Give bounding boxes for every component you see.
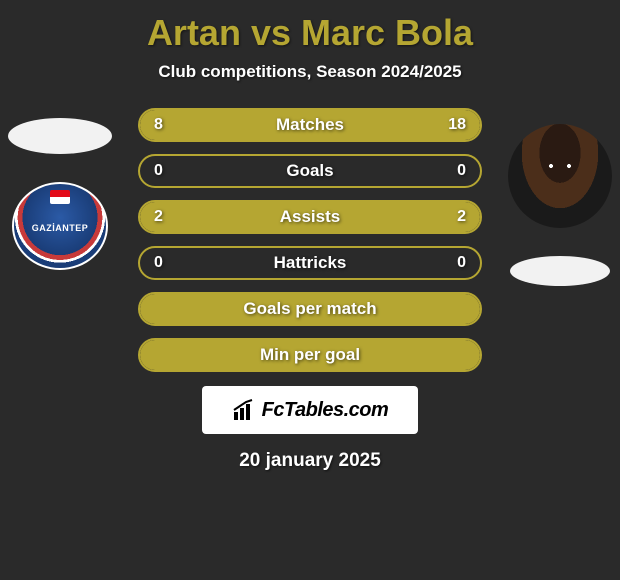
stat-value-right: 2 (457, 208, 466, 226)
left-player-avatar-placeholder (8, 118, 112, 154)
stat-value-left: 8 (154, 116, 163, 134)
stat-value-left: 2 (154, 208, 163, 226)
stat-value-left: 0 (154, 254, 163, 272)
left-player-column: GAZİANTEP (8, 118, 112, 270)
page-title: Artan vs Marc Bola (147, 12, 473, 54)
comparison-card: Artan vs Marc Bola Club competitions, Se… (0, 0, 620, 484)
stat-value-right: 0 (457, 254, 466, 272)
stat-label: Goals per match (243, 299, 376, 319)
right-player-column (508, 124, 612, 286)
subtitle: Club competitions, Season 2024/2025 (158, 62, 461, 82)
card-date: 20 january 2025 (239, 450, 381, 472)
stat-row: 0 0 Hattricks (138, 246, 482, 280)
stat-value-right: 0 (457, 162, 466, 180)
stat-label: Hattricks (274, 253, 347, 273)
stats-list: 8 18 Matches 0 0 Goals 2 2 Assists 0 0 Hattricks Goa… (138, 108, 482, 372)
stat-row: 2 2 Assists (138, 200, 482, 234)
stat-value-left: 0 (154, 162, 163, 180)
branding-label: FcTables.com (262, 399, 389, 422)
stat-value-right: 18 (448, 116, 466, 134)
stat-label: Min per goal (260, 345, 360, 365)
stat-label: Assists (280, 207, 340, 227)
stat-label: Matches (276, 115, 344, 135)
left-club-name: GAZİANTEP (32, 224, 89, 233)
left-club-badge: GAZİANTEP (12, 182, 108, 270)
stat-row: 0 0 Goals (138, 154, 482, 188)
right-club-badge-placeholder (510, 256, 610, 286)
stat-row: Goals per match (138, 292, 482, 326)
stat-row: Min per goal (138, 338, 482, 372)
branding-badge: FcTables.com (202, 386, 418, 434)
stat-label: Goals (286, 161, 333, 181)
right-player-avatar (508, 124, 612, 228)
stat-row: 8 18 Matches (138, 108, 482, 142)
chart-icon (232, 398, 256, 422)
